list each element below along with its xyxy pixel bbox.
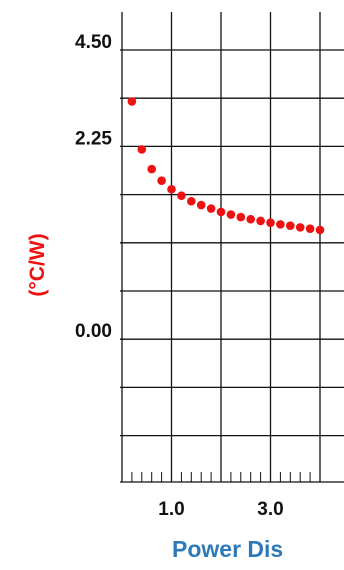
data-point <box>286 221 295 230</box>
y-tick-labels: 4.50 2.25 0.00 <box>75 32 112 342</box>
data-point <box>295 223 305 232</box>
data-point <box>216 207 226 217</box>
data-point <box>305 224 315 233</box>
data-point <box>226 210 236 219</box>
data-point <box>187 196 196 206</box>
data-point <box>236 212 246 222</box>
y-axis-label: (°C/W) <box>26 233 49 296</box>
data-point <box>167 184 176 194</box>
data-point <box>266 218 275 227</box>
x-tick-labels: 1.0 3.0 <box>158 499 283 520</box>
chart-points <box>127 97 325 235</box>
data-point <box>206 204 216 213</box>
data-point <box>246 214 255 224</box>
y-tick-label: 0.00 <box>75 321 112 342</box>
data-point <box>276 220 285 229</box>
chart-grid <box>120 12 344 483</box>
data-point <box>127 97 137 106</box>
data-point <box>315 225 325 235</box>
y-tick-label: 2.25 <box>75 128 112 149</box>
data-point <box>157 176 166 185</box>
data-point <box>137 145 147 154</box>
data-point <box>196 200 206 210</box>
x-axis-label: Power Dis <box>172 536 283 562</box>
data-point <box>147 164 156 174</box>
data-point <box>177 191 186 200</box>
x-tick-label: 3.0 <box>257 499 283 520</box>
y-tick-label: 4.50 <box>75 32 112 53</box>
x-tick-label: 1.0 <box>158 499 184 520</box>
data-point <box>256 216 265 226</box>
